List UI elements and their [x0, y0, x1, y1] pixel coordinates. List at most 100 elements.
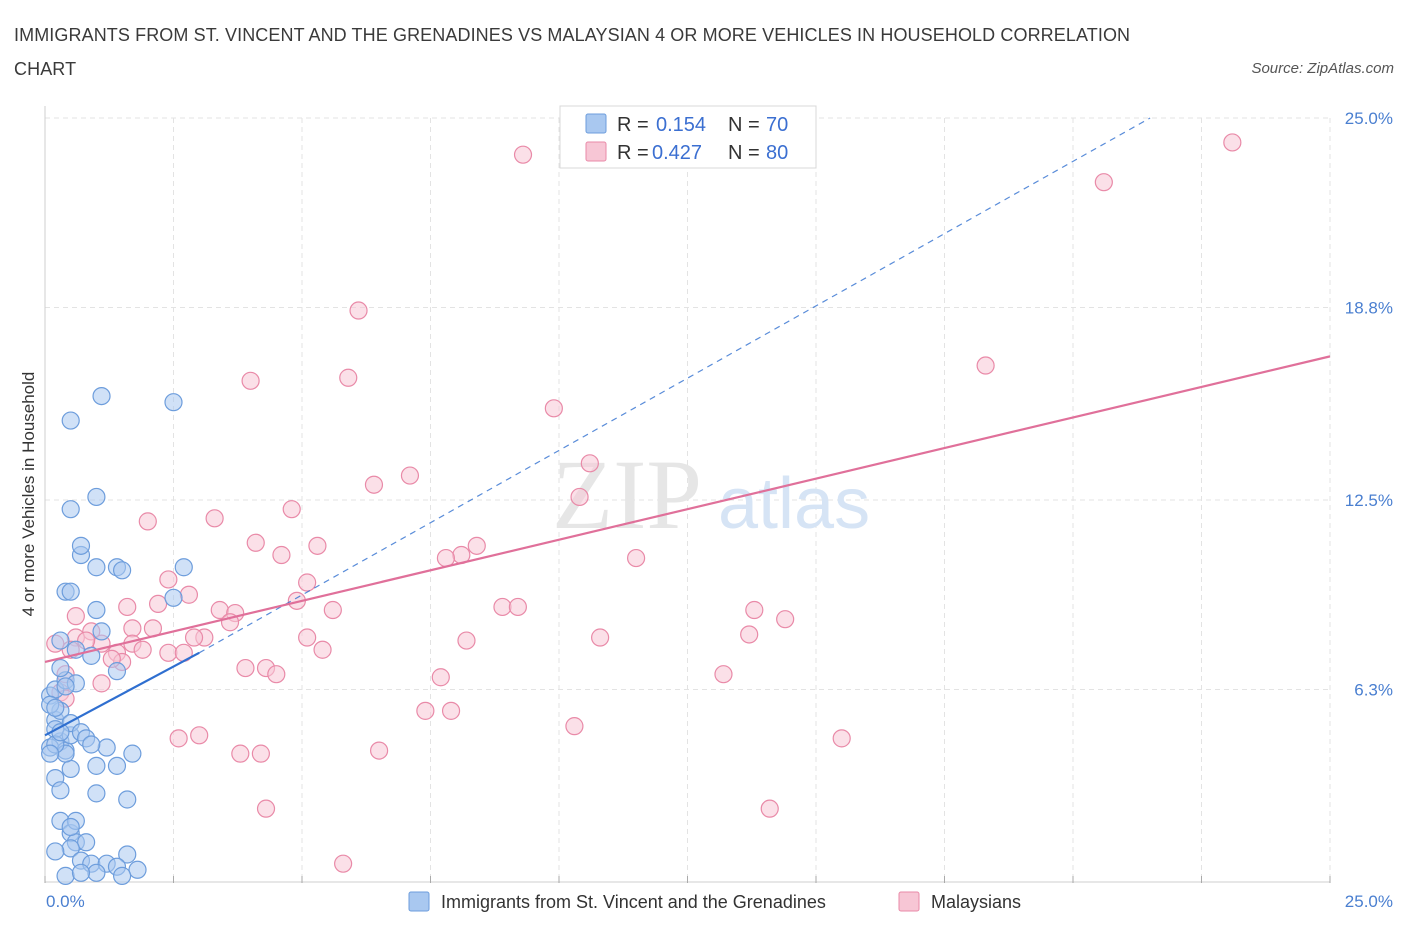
point-blue-50 [174, 558, 193, 577]
point-pink-43 [591, 628, 610, 647]
trendlines [44, 117, 1331, 737]
point-blue-30 [118, 845, 137, 864]
legend-r-value-blue: 0.154 [656, 114, 706, 136]
y-tick-label-1: 12.5% [1345, 491, 1393, 510]
point-blue-47 [87, 558, 106, 577]
point-pink-73 [760, 799, 779, 818]
point-pink-2 [1094, 173, 1113, 192]
series-legend: Immigrants from St. Vincent and the Gren… [408, 891, 1021, 912]
point-pink-9 [400, 466, 420, 485]
chart-title: IMMIGRANTS FROM ST. VINCENT AND THE GREN… [14, 25, 1131, 79]
point-pink-70 [251, 744, 270, 763]
y-axis-label: 4 or more Vehicles in Household [19, 372, 38, 617]
watermark: ZIP atlas [552, 439, 870, 550]
point-pink-66 [190, 726, 209, 745]
point-pink-16 [308, 536, 327, 555]
point-blue-27 [77, 833, 96, 852]
point-blue-39 [71, 863, 91, 882]
point-pink-21 [626, 548, 646, 568]
point-blue-43 [164, 393, 183, 412]
point-pink-71 [370, 741, 389, 760]
point-blue-65 [46, 698, 65, 717]
point-pink-4 [339, 368, 358, 387]
point-pink-3 [349, 301, 368, 320]
point-pink-52 [313, 640, 332, 659]
point-blue-66 [56, 677, 75, 696]
legend-n-label-pink: N = [728, 142, 760, 164]
point-blue-68 [82, 735, 101, 754]
trendline-pink-solid-2 [44, 355, 1331, 664]
series-legend-swatch-blue [408, 891, 430, 912]
legend-n-label-blue: N = [728, 114, 760, 136]
point-pink-32 [508, 597, 527, 617]
point-pink-58 [431, 668, 450, 687]
point-pink-44 [740, 625, 759, 644]
point-blue-35 [128, 860, 147, 879]
point-blue-16 [97, 738, 116, 757]
point-pink-5 [241, 371, 260, 390]
point-pink-59 [714, 665, 733, 684]
point-pink-17 [467, 536, 486, 555]
legend-n-value-blue: 70 [766, 114, 788, 136]
point-pink-0 [513, 145, 533, 164]
y-tick-label-0: 6.3% [1354, 680, 1393, 699]
point-pink-36 [123, 619, 142, 638]
series-legend-label-blue: Immigrants from St. Vincent and the Gren… [441, 892, 826, 912]
legend-n-value-pink: 80 [766, 142, 788, 164]
y-tick-label-2: 18.8% [1345, 298, 1393, 317]
point-blue-56 [51, 631, 70, 650]
point-blue-46 [71, 536, 91, 555]
point-blue-36 [56, 866, 75, 885]
x-tick-label-0: 0.0% [46, 892, 85, 911]
point-blue-49 [112, 561, 132, 580]
point-pink-48 [159, 643, 178, 662]
y-tick-label-3: 25.0% [1345, 109, 1393, 128]
point-blue-53 [87, 600, 106, 620]
point-pink-65 [565, 717, 584, 736]
point-pink-15 [246, 533, 265, 552]
point-blue-38 [112, 866, 132, 885]
point-pink-10 [364, 475, 384, 494]
point-blue-40 [61, 411, 80, 430]
point-blue-29 [46, 842, 65, 861]
stats-legend: R = 0.154 N = 70 R = 0.427 N = 80 [559, 105, 817, 169]
point-blue-41 [61, 500, 80, 519]
legend-r-value-pink: 0.427 [652, 142, 702, 164]
point-blue-11 [51, 658, 70, 678]
x-tick-label-1: 25.0% [1345, 892, 1393, 911]
point-pink-22 [298, 573, 317, 592]
point-blue-63 [61, 817, 80, 837]
point-pink-41 [298, 628, 317, 647]
point-pink-34 [776, 610, 795, 629]
point-pink-26 [118, 597, 137, 617]
point-blue-59 [123, 744, 142, 763]
point-pink-8 [580, 454, 599, 473]
point-pink-25 [148, 594, 168, 614]
point-pink-63 [416, 701, 435, 720]
legend-r-label-blue: R = [617, 114, 649, 136]
point-pink-19 [436, 548, 456, 568]
point-pink-68 [832, 729, 851, 748]
point-pink-31 [493, 597, 512, 617]
point-pink-11 [570, 487, 589, 507]
point-pink-64 [441, 701, 461, 720]
series-legend-label-pink: Malaysians [931, 892, 1021, 912]
point-pink-20 [272, 545, 291, 565]
point-pink-13 [138, 512, 157, 531]
point-blue-54 [164, 588, 183, 607]
tick-labels: 6.3% 12.5% 18.8% 25.0% 0.0% 25.0% [46, 109, 1393, 911]
legend-swatch-blue [585, 113, 607, 134]
point-pink-1 [1223, 133, 1242, 152]
point-pink-67 [169, 729, 188, 748]
point-pink-74 [334, 854, 353, 873]
point-pink-72 [256, 799, 276, 818]
point-pink-55 [236, 658, 255, 678]
point-blue-52 [61, 582, 80, 601]
point-pink-7 [544, 399, 563, 418]
watermark-atlas: atlas [718, 464, 870, 544]
point-blue-22 [87, 784, 106, 803]
point-pink-24 [179, 585, 199, 604]
point-blue-69 [41, 744, 60, 763]
series-legend-swatch-pink [898, 891, 920, 912]
point-blue-21 [51, 781, 70, 800]
